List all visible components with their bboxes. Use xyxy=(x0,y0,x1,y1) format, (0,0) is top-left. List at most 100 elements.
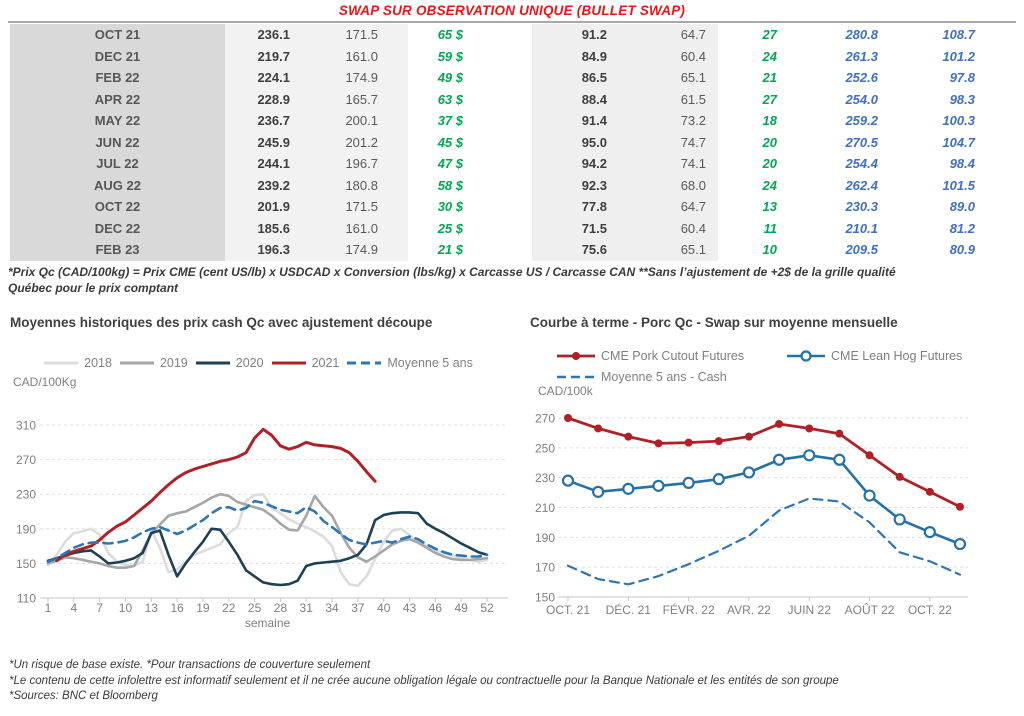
table-row-month: FEB 23 xyxy=(10,239,225,261)
table-cell: 196.7 xyxy=(305,153,408,175)
data-point xyxy=(865,451,874,460)
legend-label: 2019 xyxy=(159,356,188,370)
table-cell: 71.5 xyxy=(532,217,622,239)
table-row-month: FEB 22 xyxy=(10,67,225,89)
table-cell: 230.3 xyxy=(790,196,890,218)
table-cell: 161.0 xyxy=(305,217,408,239)
table-cell: 171.5 xyxy=(305,24,408,46)
table-cell: 228.9 xyxy=(225,88,305,110)
swap-table: OCT 21 236.1 171.5 65 $91.2 64.7 27 280.8 108.7… xyxy=(10,24,987,261)
table-cell: 280.8 xyxy=(790,24,890,46)
data-point xyxy=(744,432,753,441)
table-cell: 64.7 xyxy=(622,24,718,46)
data-point xyxy=(714,437,723,446)
table-cell: 236.1 xyxy=(225,24,305,46)
svg-text:28: 28 xyxy=(274,601,288,615)
data-point xyxy=(592,485,605,498)
svg-text:JUIN 22: JUIN 22 xyxy=(788,603,832,617)
right-chart-title: Courbe à terme - Porc Qc - Swap sur moye… xyxy=(530,315,898,330)
svg-text:13: 13 xyxy=(145,601,159,615)
svg-text:190: 190 xyxy=(535,531,555,545)
legend-item-2019: 2019 xyxy=(119,356,188,370)
series-line-moyenne-5-ans---cash xyxy=(566,497,962,586)
data-point xyxy=(682,476,695,489)
table-row-month: OCT 21 xyxy=(10,24,225,46)
table-cell: 210.1 xyxy=(790,217,890,239)
table-cell: 24 xyxy=(718,174,790,196)
svg-text:OCT. 22: OCT. 22 xyxy=(908,603,952,617)
svg-text:230: 230 xyxy=(16,488,36,502)
table-cell: 86.5 xyxy=(532,67,622,89)
data-point xyxy=(654,439,663,448)
table-cell: 74.1 xyxy=(622,153,718,175)
svg-text:270: 270 xyxy=(535,412,555,426)
left-chart-svg: 110 150 190 230 270 310 1 4 7 10 13 16 19 22 25 28 31 34 3… xyxy=(16,419,508,630)
svg-text:FÉVR. 22: FÉVR. 22 xyxy=(663,602,715,617)
table-cell: 98.4 xyxy=(890,153,987,175)
svg-text:170: 170 xyxy=(535,561,555,575)
line-marker-swatch-icon xyxy=(557,352,595,360)
legend-label: 2020 xyxy=(235,356,264,370)
table-cell: 73.2 xyxy=(622,110,718,132)
data-point xyxy=(564,414,572,422)
svg-text:DÉC. 21: DÉC. 21 xyxy=(606,602,652,617)
table-cell: 239.2 xyxy=(225,174,305,196)
line-marker-swatch-icon xyxy=(787,350,825,362)
line-swatch-icon xyxy=(44,361,79,365)
data-point xyxy=(833,453,846,466)
svg-text:OCT. 21: OCT. 21 xyxy=(546,603,590,617)
data-point xyxy=(684,438,693,447)
table-cell: 161.0 xyxy=(305,45,408,67)
table-cell: 45 $ xyxy=(408,131,532,153)
table-cell: 95.0 xyxy=(532,131,622,153)
series-line-2020 xyxy=(46,511,489,587)
table-cell: 92.3 xyxy=(532,174,622,196)
table-cell: 108.7 xyxy=(890,24,987,46)
table-cell: 97.8 xyxy=(890,67,987,89)
line-swatch-icon xyxy=(271,361,306,365)
table-cell: 171.5 xyxy=(305,196,408,218)
footnote-line: *Un risque de base existe. *Pour transac… xyxy=(9,659,371,671)
table-cell: 11 xyxy=(718,217,790,239)
data-point xyxy=(742,466,756,479)
legend-label: Moyenne 5 ans - Cash xyxy=(601,370,727,384)
legend-item-pork-cutout: CME Pork Cutout Futures xyxy=(556,349,744,363)
table-cell: 259.2 xyxy=(790,110,890,132)
series-line-moyenne-5-ans xyxy=(46,499,489,563)
table-cell: 209.5 xyxy=(790,239,890,261)
table-row-month: DEC 21 xyxy=(10,45,225,67)
table-cell: 61.5 xyxy=(622,88,718,110)
table-cell: 77.8 xyxy=(532,196,622,218)
svg-text:4: 4 xyxy=(70,601,77,615)
data-point xyxy=(923,526,936,539)
svg-text:52: 52 xyxy=(480,601,494,615)
table-cell: 20 xyxy=(718,131,790,153)
svg-text:19: 19 xyxy=(196,601,210,615)
table-cell: 25 $ xyxy=(408,217,532,239)
legend-item-moyenne-cash: Moyenne 5 ans - Cash xyxy=(556,370,727,384)
table-cell: 21 $ xyxy=(408,239,532,261)
svg-text:190: 190 xyxy=(16,522,36,536)
table-cell: 58 $ xyxy=(408,174,532,196)
data-point xyxy=(624,432,633,441)
svg-text:110: 110 xyxy=(17,592,36,606)
left-chart-title: Moyennes historiques des prix cash Qc av… xyxy=(10,315,433,330)
data-point xyxy=(712,473,725,486)
legend-label: Moyenne 5 ans xyxy=(387,356,473,370)
table-cell: 201.9 xyxy=(225,196,305,218)
series-line-2018 xyxy=(46,492,489,588)
table-row-month: DEC 22 xyxy=(10,217,225,239)
svg-text:7: 7 xyxy=(96,601,103,615)
svg-text:1: 1 xyxy=(45,601,52,615)
legend-label: CME Pork Cutout Futures xyxy=(601,349,745,363)
left-chart-legend: 2018 2019 2020 2021 Moyenne 5 ans xyxy=(0,356,516,370)
table-cell: 104.7 xyxy=(890,131,987,153)
svg-text:210: 210 xyxy=(535,501,555,515)
data-point xyxy=(775,419,784,428)
svg-text:150: 150 xyxy=(535,591,555,605)
footnote-line: *Le contenu de cette infolettre est info… xyxy=(9,674,839,687)
right-chart-y-unit: CAD/100k xyxy=(538,384,593,398)
table-cell: 174.9 xyxy=(305,239,408,261)
page-title: SWAP SUR OBSERVATION UNIQUE (BULLET SWAP… xyxy=(338,3,686,18)
legend-label: CME Lean Hog Futures xyxy=(831,349,963,363)
